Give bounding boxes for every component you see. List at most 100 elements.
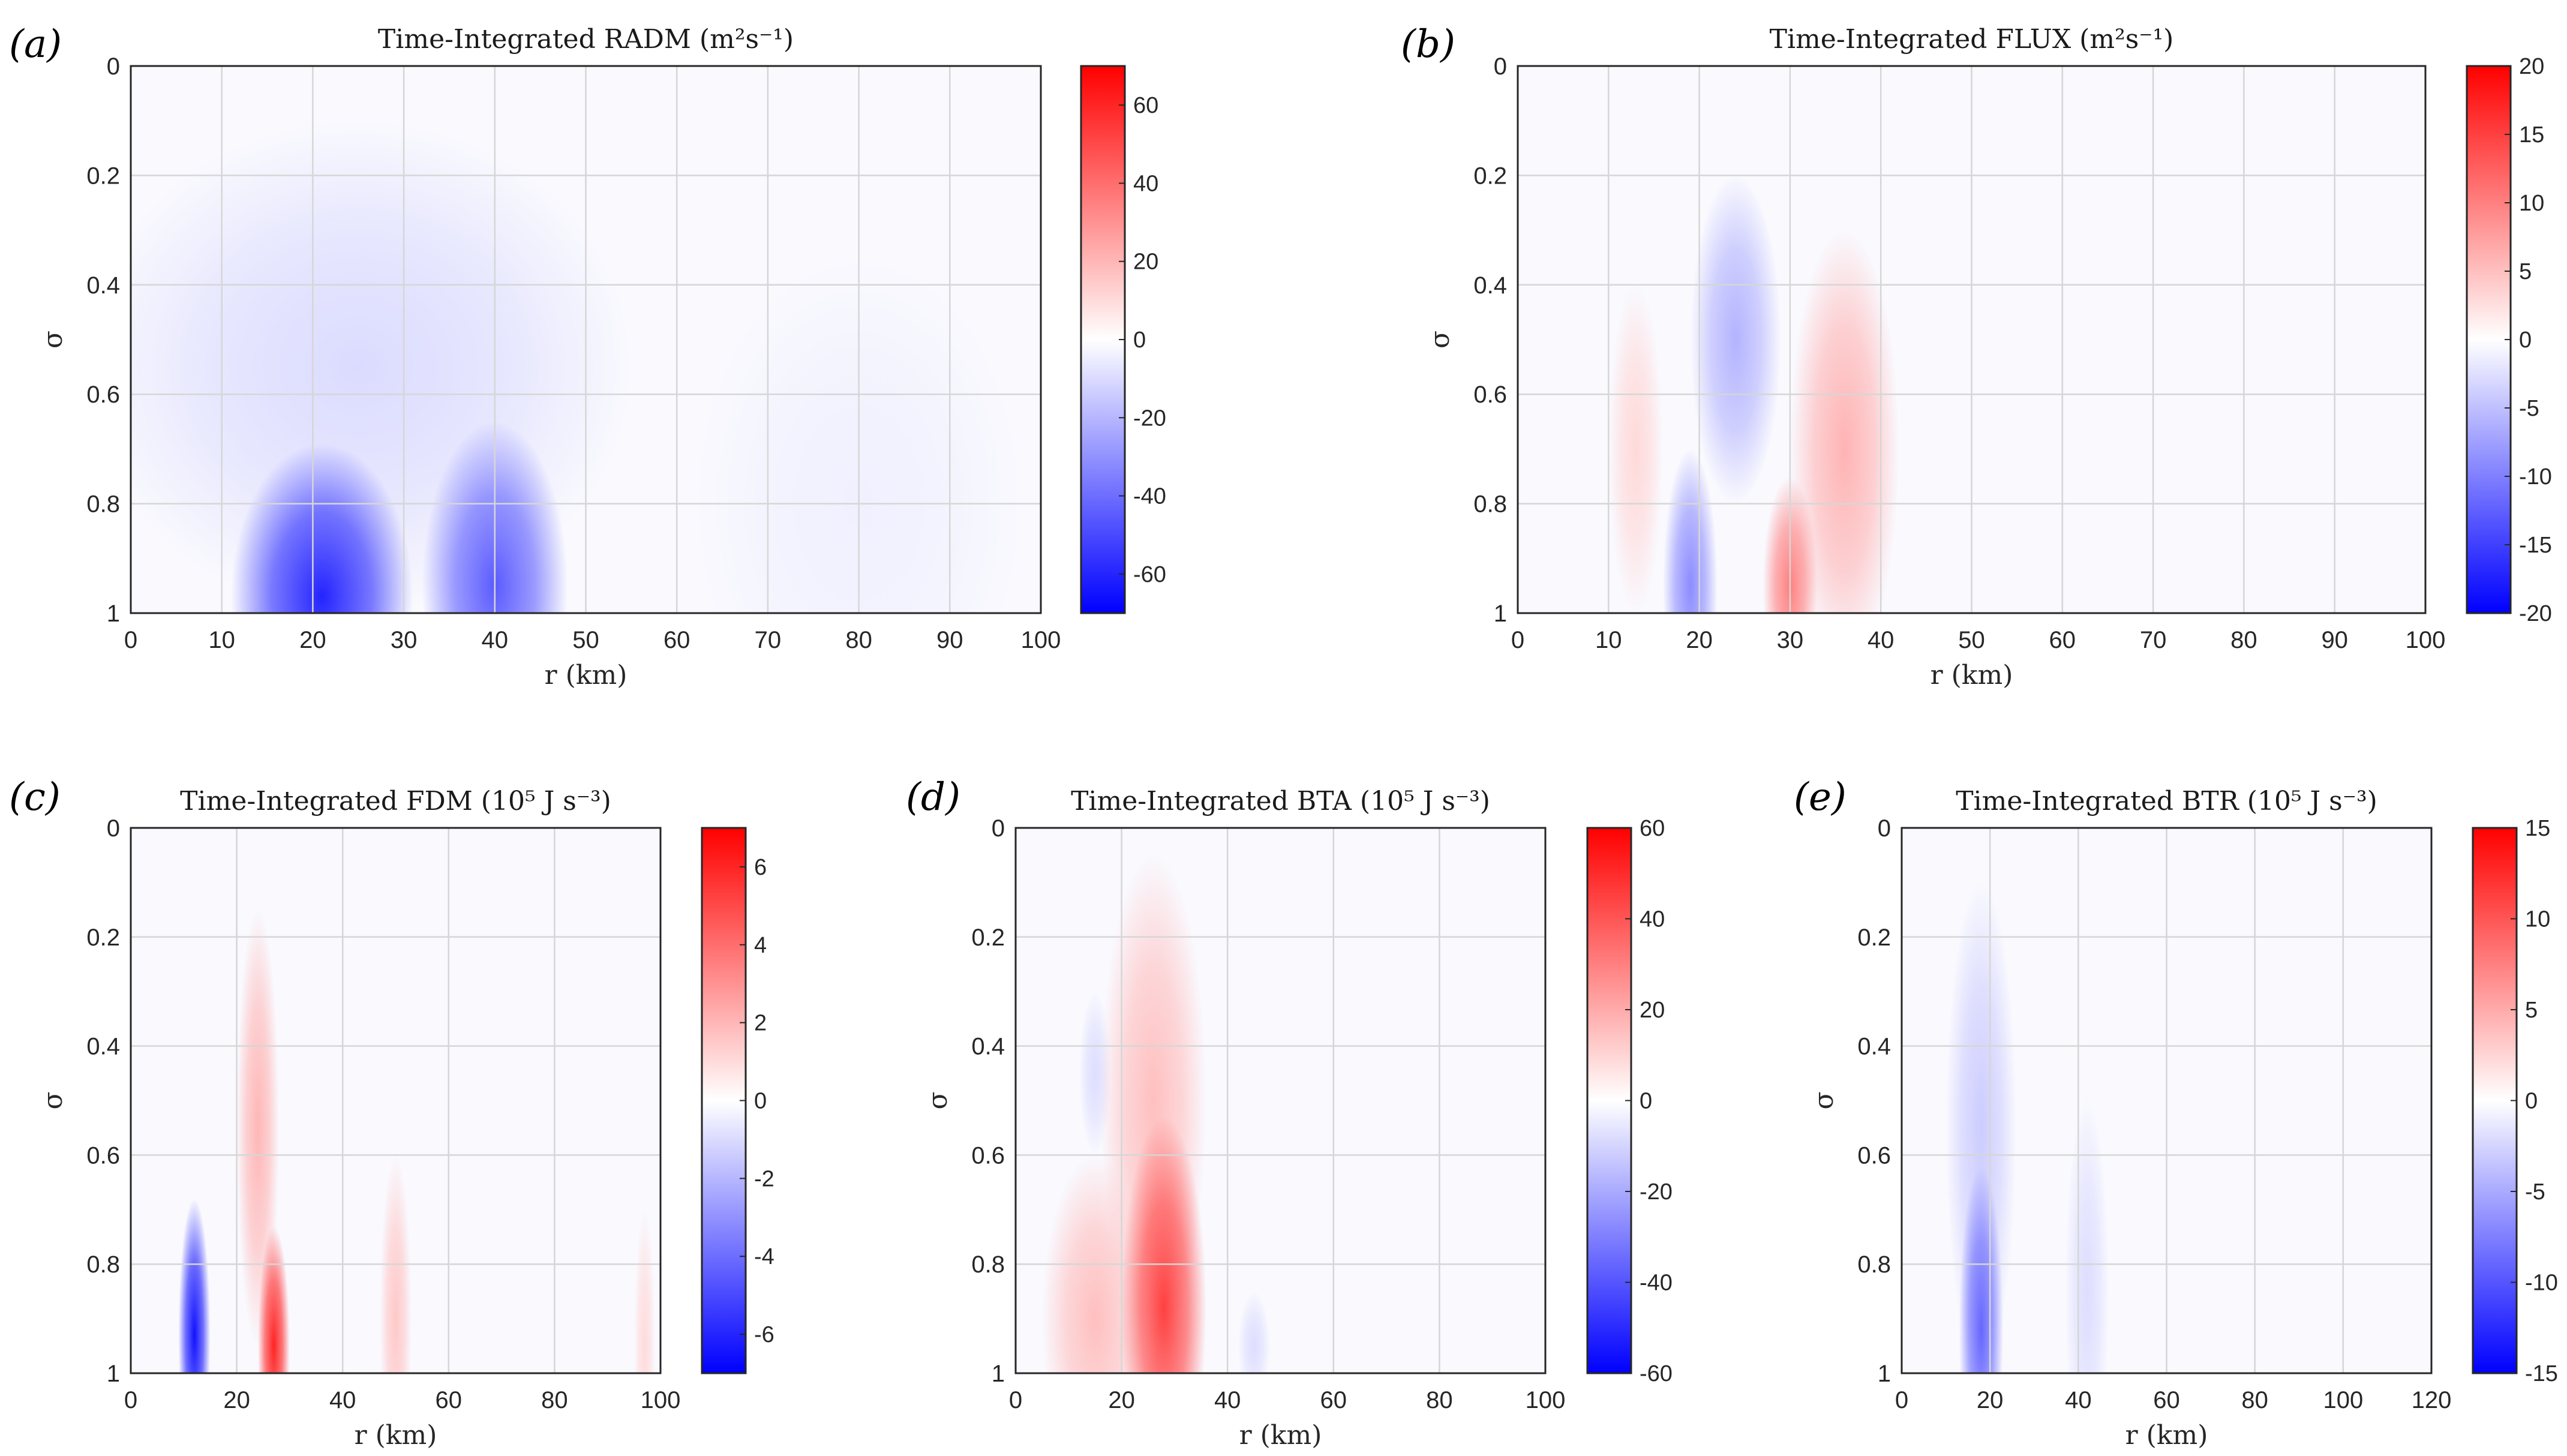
colorbar-tick-label: 6 [754,855,767,880]
panel-title: Time-Integrated BTA (10⁵ J s⁻³) [1071,786,1490,816]
y-axis-label: σ [1809,1091,1839,1109]
contour-field [1608,175,1899,613]
contour-blob [257,1226,290,1373]
contour-blob [1959,1166,2004,1373]
colorbar-tick-label: 60 [1133,93,1158,118]
x-tick-label: 20 [1108,1387,1135,1413]
x-tick-label: 80 [1426,1387,1453,1413]
colorbar-tick-label: -6 [754,1322,774,1347]
panel-2: 0 20 40 60 80 10000.20.40.60.81Time-Integrate… [9,775,774,1451]
x-tick-label: 0 [1009,1387,1022,1413]
colorbar-tick-label: -60 [1133,562,1166,587]
x-tick-label: 0 [124,1387,137,1413]
contour-blob [1608,284,1664,613]
contour-blob [1663,449,1718,613]
colorbar [1587,828,1631,1373]
colorbar-tick-label: 40 [1133,171,1158,196]
x-tick-label: 70 [2140,627,2167,653]
x-axis-label: r (km) [2125,1420,2208,1451]
colorbar-tick-label: -10 [2525,1271,2558,1296]
x-tick-label: 60 [2153,1387,2180,1413]
x-tick-label: 70 [755,627,782,653]
colorbar-tick-label: -15 [2519,533,2552,558]
y-tick-label: 0 [992,815,1005,842]
y-tick-label: 0.4 [971,1034,1005,1060]
y-tick-label: 0.4 [86,272,120,299]
x-axis-label: r (km) [1930,660,2013,691]
colorbar-tick-label: 10 [2525,907,2550,932]
y-tick-label: 0.2 [1857,924,1891,951]
colorbar-tick-label: 0 [2519,328,2532,353]
x-tick-label: 60 [436,1387,463,1413]
colorbar-tick-label: -20 [1133,406,1166,431]
x-axis-label: r (km) [1239,1420,1322,1451]
colorbar [2473,828,2517,1373]
x-tick-label: 100 [1526,1387,1566,1413]
colorbar-tick-label: -20 [1640,1179,1673,1205]
y-tick-label: 0.6 [971,1142,1005,1169]
contour-blob [634,1209,656,1373]
y-tick-label: 0.8 [86,1251,120,1278]
x-tick-label: 20 [223,1387,250,1413]
y-tick-label: 0.6 [86,1142,120,1169]
panel-label: (d) [906,775,960,819]
x-tick-label: 80 [2230,627,2257,653]
y-tick-label: 0.2 [86,924,120,951]
contour-blob [178,1199,211,1373]
x-tick-label: 40 [329,1387,356,1413]
y-axis-label: σ [923,1091,953,1109]
colorbar-tick-label: -15 [2525,1361,2558,1386]
panel-label: (b) [1401,22,1455,67]
y-tick-label: 0 [1878,815,1891,842]
y-tick-label: 0.8 [86,491,120,518]
x-tick-label: 10 [1595,627,1622,653]
y-tick-label: 0.2 [1473,163,1507,189]
panel-4: 0 20 40 60 80 100 12000.20.40.60.81Time-Integr… [1794,775,2558,1451]
y-tick-label: 0.8 [1857,1251,1891,1278]
colorbar-tick-label: -60 [1640,1361,1673,1386]
panel-label: (c) [9,775,61,819]
x-tick-label: 20 [299,627,326,653]
colorbar-tick-label: 5 [2519,259,2532,284]
colorbar-tick-label: 10 [2519,191,2544,216]
colorbar-tick-label: -40 [1640,1271,1673,1296]
panel-title: Time-Integrated FDM (10⁵ J s⁻³) [180,786,611,816]
x-tick-label: 40 [1868,627,1895,653]
colorbar-tick-label: 5 [2525,998,2538,1023]
colorbar-tick-label: 0 [2525,1089,2538,1114]
contour-blob [1690,175,1781,504]
plot-frame [130,65,1042,614]
y-tick-label: 0.6 [86,382,120,408]
x-tick-label: 60 [2049,627,2076,653]
y-tick-label: 0.6 [1473,382,1507,408]
colorbar-tick-label: 4 [754,933,767,958]
y-tick-label: 1 [107,601,120,627]
x-tick-label: 90 [2321,627,2348,653]
colorbar-tick-label: 20 [1133,250,1158,275]
y-tick-label: 1 [107,1361,120,1387]
colorbar-tick-label: 0 [1133,328,1146,353]
x-tick-label: 60 [1320,1387,1347,1413]
y-tick-label: 0 [107,815,120,842]
contour-blob [1238,1291,1270,1373]
panel-title: Time-Integrated RADM (m²s⁻¹) [378,24,794,55]
colorbar-tick-label: 15 [2519,122,2544,148]
colorbar-tick-label: -5 [2525,1179,2545,1205]
x-tick-label: 120 [2412,1387,2452,1413]
panel-1: 0 10 20 30 40 50 60 70 80 90 10000.20.40.60.81Time… [1401,22,2552,691]
x-tick-label: 10 [208,627,235,653]
plot-frame [1901,827,2433,1374]
x-tick-label: 60 [663,627,690,653]
x-axis-label: r (km) [545,660,628,691]
y-tick-label: 0 [1494,53,1507,80]
y-tick-label: 0 [107,53,120,80]
contour-field [1945,882,2109,1373]
plot-frame [130,827,662,1374]
colorbar-tick-label: 0 [1640,1089,1652,1114]
panel-0: 0 10 20 30 40 50 60 70 80 90 100 0 0.2 0.4 0.6 0.8 1 Time… [9,22,1166,691]
x-tick-label: 100 [2323,1387,2363,1413]
y-tick-label: 0.4 [1473,272,1507,299]
panel-label: (a) [9,22,62,67]
x-tick-label: 90 [936,627,963,653]
x-tick-label: 0 [1511,627,1524,653]
